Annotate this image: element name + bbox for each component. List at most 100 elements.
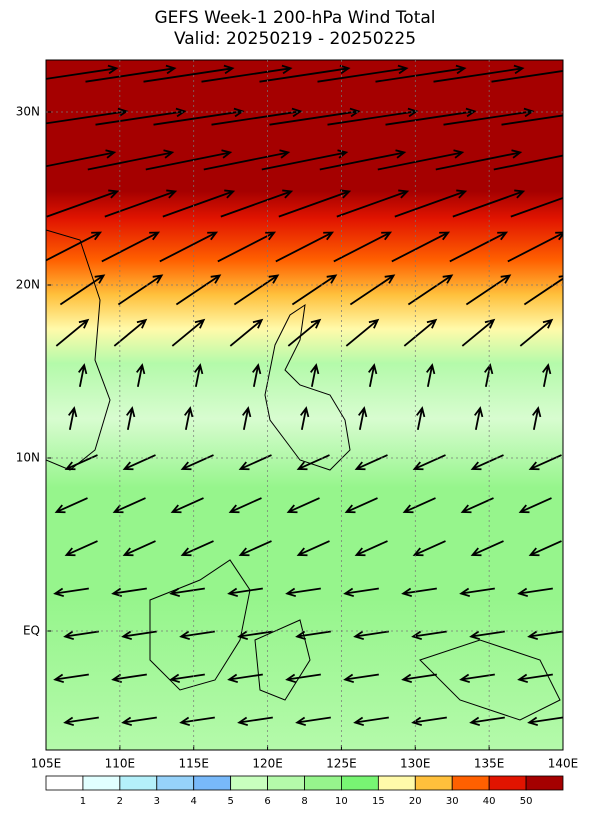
wind-arrow [469, 716, 505, 727]
wind-arrow [353, 716, 389, 727]
wind-arrow [46, 189, 120, 218]
wind-shading [46, 60, 563, 750]
lat-label: 20N [16, 278, 40, 292]
wind-arrow [433, 64, 525, 83]
wind-arrow [465, 274, 512, 306]
colorbar-box [414, 775, 453, 791]
wind-arrow [203, 149, 291, 171]
wind-arrow [287, 318, 322, 347]
wind-arrow [474, 406, 484, 430]
wind-arrow [469, 630, 505, 641]
wind-arrow [104, 189, 178, 218]
wind-arrow [238, 454, 272, 471]
lon-label: 115E [178, 757, 209, 771]
colorbar-label: 40 [483, 796, 496, 807]
wind-arrow [527, 716, 563, 727]
wind-arrow [229, 318, 264, 347]
wind-arrow [63, 716, 99, 727]
colorbar-label: 15 [372, 796, 385, 807]
wind-arrow [542, 363, 552, 387]
colorbar-label: 5 [227, 796, 233, 807]
wind-arrow [171, 318, 206, 347]
wind-arrow [68, 406, 78, 430]
wind-arrow [368, 363, 378, 387]
wind-arrow [78, 363, 88, 387]
wind-arrow [412, 540, 446, 557]
wind-arrow [300, 406, 310, 430]
wind-arrow [461, 318, 496, 347]
wind-arrow [111, 587, 147, 598]
colorbar-label: 10 [335, 796, 348, 807]
wind-arrow [111, 673, 147, 684]
wind-arrow [259, 64, 351, 83]
colorbar-label: 4 [191, 796, 197, 807]
wind-arrow [519, 318, 554, 347]
colorbar-label: 2 [117, 796, 123, 807]
wind-arrow [175, 274, 222, 306]
title: GEFS Week-1 200-hPa Wind Total [154, 8, 435, 28]
wind-arrow [227, 587, 263, 598]
wind-arrow [46, 64, 119, 80]
coastline [254, 619, 311, 701]
wind-arrow [85, 64, 177, 83]
coastline [419, 639, 561, 721]
wind-arrow [501, 114, 563, 126]
wind-arrow [493, 154, 563, 171]
lon-label: 130E [400, 757, 431, 771]
wind-arrow [136, 363, 146, 387]
wind-arrow [184, 406, 194, 430]
wind-arrow [460, 497, 494, 514]
colorbar-box [119, 775, 158, 791]
coastline [264, 303, 351, 471]
colorbar-label: 8 [301, 796, 307, 807]
wind-arrow [220, 189, 294, 218]
wind-arrow [532, 406, 542, 430]
colorbar-label: 6 [264, 796, 270, 807]
wind-arrow [407, 274, 454, 306]
wind-arrow [310, 363, 320, 387]
wind-arrow [227, 673, 263, 684]
wind-arrow [385, 107, 477, 126]
wind-arrow [401, 587, 437, 598]
coastlines [46, 229, 561, 721]
wind-arrow [518, 497, 552, 514]
wind-arrow [401, 673, 437, 684]
wind-arrow [517, 587, 553, 598]
wind-arrow [317, 64, 409, 83]
lat-label: EQ [23, 624, 40, 638]
wind-arrow [112, 497, 146, 514]
wind-arrow [162, 189, 236, 218]
wind-arrow [101, 231, 161, 263]
wind-arrow [122, 454, 156, 471]
wind-arrow [375, 64, 467, 83]
wind-arrow [53, 587, 89, 598]
wind-arrow [145, 149, 233, 171]
wind-arrow [278, 189, 352, 218]
wind-arrow [449, 231, 509, 263]
wind-arrow [46, 149, 117, 168]
wind-arrow [459, 587, 495, 598]
wind-arrow [403, 318, 438, 347]
wind-arrow [510, 196, 563, 218]
wind-arrow [349, 274, 396, 306]
colorbar-box [193, 775, 232, 791]
wind-arrow [238, 540, 272, 557]
wind-arrow [296, 540, 330, 557]
wind-arrow [53, 673, 89, 684]
wind-arrow [435, 149, 523, 171]
wind-arrow [528, 540, 562, 557]
wind-arrow [55, 318, 90, 347]
wind-arrow [237, 716, 273, 727]
wind-arrow [295, 630, 331, 641]
wind-arrow [46, 107, 129, 125]
lon-label: 110E [105, 757, 136, 771]
colorbar-box [451, 775, 490, 791]
subtitle: Valid: 20250219 - 20250225 [174, 29, 416, 49]
wind-arrow [345, 318, 380, 347]
wind-arrow [507, 231, 563, 263]
wind-arrow [491, 70, 563, 83]
colorbar-box [377, 775, 416, 791]
wind-arrow [412, 454, 446, 471]
wind-arrow [170, 497, 204, 514]
colorbar-box [230, 775, 268, 791]
